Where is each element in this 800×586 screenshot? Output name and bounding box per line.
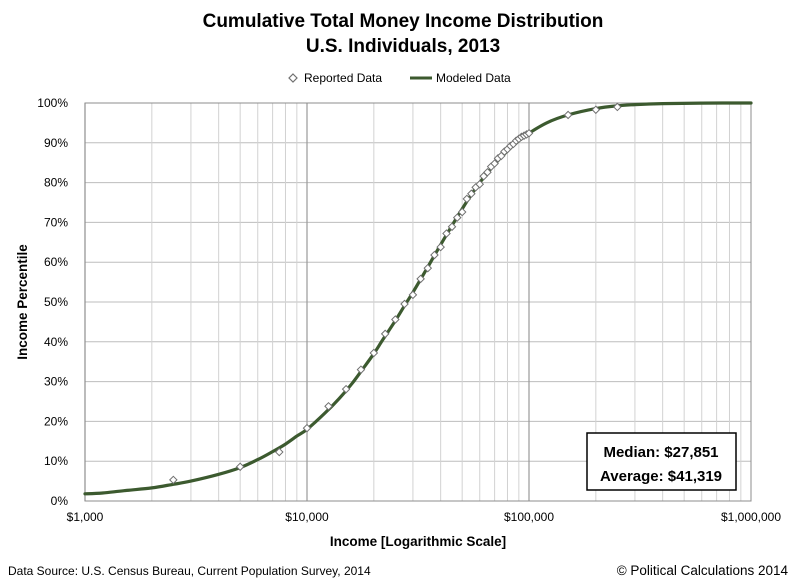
y-axis: 0% 10% 20% 30% 40% 50% 60% 70% 80% 90% 100% — [37, 96, 68, 508]
legend-label-reported: Reported Data — [304, 71, 382, 85]
reported-data-point — [408, 290, 418, 300]
legend-marker-reported — [288, 73, 298, 83]
x-tick-label: $1,000,000 — [721, 510, 781, 524]
reported-data-point — [452, 213, 462, 222]
modeled-data-series — [83, 101, 753, 496]
reported-data-point — [400, 299, 409, 309]
reported-data-point — [235, 462, 245, 472]
legend-label-modeled: Modeled Data — [436, 71, 511, 85]
x-axis-title: Income [Logarithmic Scale] — [330, 534, 506, 549]
reported-data-point — [475, 179, 485, 189]
modeled-data-line — [83, 101, 753, 496]
y-tick-label: 20% — [44, 414, 68, 428]
plot-area — [84, 102, 752, 502]
y-tick-label: 80% — [44, 176, 68, 190]
reported-data-point — [356, 365, 366, 374]
reported-data-point — [274, 447, 284, 457]
x-tick-label: $100,000 — [504, 510, 554, 524]
reported-data-point — [457, 207, 467, 217]
data-source-note: Data Source: U.S. Census Bureau, Current… — [8, 564, 371, 578]
reported-data-point — [524, 128, 534, 138]
reported-data-point — [442, 229, 451, 238]
reported-data-point — [490, 159, 499, 168]
reported-data-point — [467, 189, 476, 199]
x-tick-label: $10,000 — [285, 510, 329, 524]
stats-box: Median: $27,851 Average: $41,319 — [586, 432, 737, 491]
reported-data-point — [436, 242, 445, 252]
reported-data-point — [324, 401, 333, 411]
reported-data-point — [462, 194, 472, 204]
median-label: Median: $27,851 — [603, 444, 718, 461]
reported-data-series — [169, 102, 622, 485]
reported-data-point — [483, 167, 492, 177]
y-tick-label: 30% — [44, 375, 68, 389]
y-tick-label: 90% — [44, 136, 68, 150]
reported-data-point — [380, 329, 390, 339]
y-axis-title: Income Percentile — [15, 244, 30, 360]
reported-data-point — [391, 315, 400, 324]
reported-data-point — [430, 250, 439, 260]
reported-data-point — [169, 475, 178, 485]
y-tick-label: 40% — [44, 335, 68, 349]
chart-subtitle: U.S. Individuals, 2013 — [306, 36, 500, 57]
y-tick-label: 50% — [44, 295, 68, 309]
average-label: Average: $41,319 — [600, 468, 722, 485]
legend: Reported Data Modeled Data — [288, 71, 511, 85]
reported-data-point — [416, 274, 425, 284]
y-tick-label: 0% — [51, 494, 69, 508]
y-tick-label: 60% — [44, 255, 68, 269]
reported-data-point — [302, 423, 312, 433]
reported-data-point — [341, 384, 351, 394]
y-tick-label: 70% — [44, 215, 68, 229]
y-tick-label: 100% — [37, 96, 68, 110]
reported-data-point — [447, 222, 457, 232]
reported-data-point — [423, 263, 433, 273]
y-tick-label: 10% — [44, 454, 68, 468]
x-axis: $1,000 $10,000 $100,000 $1,000,000 — [67, 510, 782, 524]
reported-data-point — [369, 348, 379, 358]
reported-data-point — [591, 105, 601, 115]
x-tick-label: $1,000 — [67, 510, 104, 524]
reported-data-point — [613, 102, 622, 112]
chart-title: Cumulative Total Money Income Distributi… — [203, 11, 604, 32]
stats-box-frame — [586, 432, 737, 491]
reported-data-point — [563, 110, 573, 120]
credit-note: © Political Calculations 2014 — [617, 563, 789, 578]
